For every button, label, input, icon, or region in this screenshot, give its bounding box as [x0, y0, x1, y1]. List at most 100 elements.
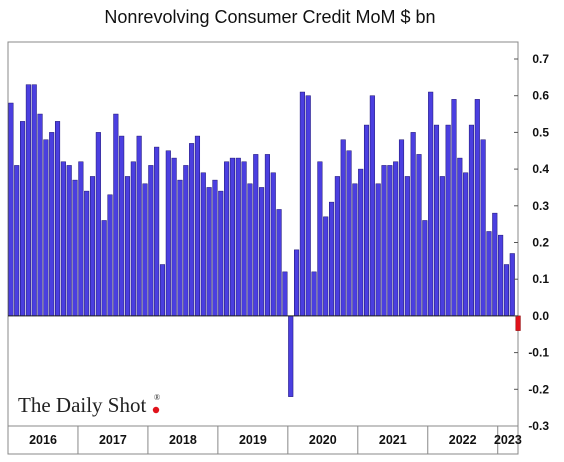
bar [474, 99, 480, 317]
bar [31, 84, 37, 317]
y-tick-label: 0.2 [532, 236, 549, 250]
bar [130, 161, 136, 317]
bar [142, 183, 148, 317]
bar [224, 161, 230, 317]
bar [95, 132, 101, 317]
bar [387, 165, 393, 317]
bar [107, 194, 113, 317]
plot-frame [7, 41, 519, 455]
bar [311, 271, 317, 317]
bar [317, 161, 323, 317]
bar [468, 124, 475, 317]
bar-latest [515, 315, 521, 331]
bar [84, 190, 90, 317]
bar [60, 161, 66, 317]
bar [136, 135, 142, 317]
x-tick-label-year: 2019 [239, 433, 267, 447]
bar [363, 124, 370, 317]
bar [54, 121, 61, 317]
bar [480, 139, 486, 317]
bar [282, 271, 288, 317]
x-tick-label-year: 2021 [379, 433, 407, 447]
bar [89, 176, 96, 317]
bar [445, 124, 451, 317]
logo-dot [152, 406, 160, 414]
registered-mark: ® [154, 393, 160, 402]
bar [346, 150, 352, 317]
bar [194, 135, 201, 317]
bar [159, 264, 166, 317]
bar [241, 161, 247, 317]
x-tick-label-year: 2018 [169, 433, 197, 447]
bar [20, 121, 26, 317]
bar [177, 179, 183, 317]
bar [428, 91, 434, 317]
bar [294, 249, 300, 317]
bar [78, 161, 84, 317]
bar [72, 179, 78, 317]
y-tick-label: 0.3 [532, 199, 549, 213]
bar [235, 157, 241, 317]
bar [369, 95, 375, 317]
x-tick-label-year: 2020 [309, 433, 337, 447]
y-tick-label: -0.1 [528, 346, 549, 360]
x-axis-years: 2016 2017 2018 2019 2020 2021 2022 2023 [29, 426, 522, 454]
bar [410, 132, 416, 317]
bar [398, 139, 405, 317]
bar [154, 146, 160, 317]
bar [340, 139, 346, 317]
x-tick-label-year: 2022 [449, 433, 477, 447]
bar [422, 220, 428, 317]
bar [381, 165, 387, 317]
bar [183, 165, 189, 317]
bar [264, 154, 270, 317]
bar [323, 216, 329, 317]
bar [119, 135, 125, 317]
bar [276, 209, 282, 317]
bar [457, 157, 463, 317]
chart-title: Nonrevolving Consumer Credit MoM $ bn [104, 7, 435, 27]
bar [247, 183, 253, 317]
bar [200, 172, 206, 317]
bar [463, 172, 469, 317]
y-tick-label: 0.5 [532, 125, 549, 139]
bar [416, 154, 422, 317]
y-axis: -0.3 -0.2 -0.1 0.0 0.1 0.2 0.3 0.4 0.5 0.6 0.7 [514, 52, 549, 433]
y-tick-label: 0.0 [532, 309, 549, 323]
bar [393, 161, 399, 317]
bar [270, 172, 276, 317]
bar [113, 113, 119, 317]
bar [212, 179, 218, 317]
bar [358, 168, 364, 317]
bar [66, 165, 72, 317]
bar [229, 157, 235, 317]
bar [375, 183, 381, 317]
y-tick-label: 0.6 [532, 89, 549, 103]
x-tick-label-year: 2017 [99, 433, 127, 447]
bar [8, 102, 14, 317]
bar [404, 176, 410, 317]
bar [503, 264, 509, 317]
daily-shot-logo: The Daily Shot ® [18, 393, 160, 417]
bar [49, 132, 55, 317]
bar [218, 190, 224, 317]
y-tick-label: -0.2 [528, 382, 549, 396]
bars-layer [8, 84, 521, 397]
bar [498, 234, 504, 317]
bar [299, 91, 305, 317]
bar [492, 212, 498, 317]
bar [101, 220, 107, 317]
bar [486, 231, 492, 317]
y-tick-label: 0.4 [532, 162, 549, 176]
bar [288, 315, 294, 397]
y-tick-label: -0.3 [528, 419, 549, 433]
bar [433, 124, 440, 317]
bar [305, 95, 311, 317]
bar [334, 176, 340, 317]
bar [43, 139, 49, 317]
bar [165, 150, 171, 317]
y-tick-label: 0.7 [532, 52, 549, 66]
bar [253, 154, 259, 317]
bar [148, 165, 154, 317]
